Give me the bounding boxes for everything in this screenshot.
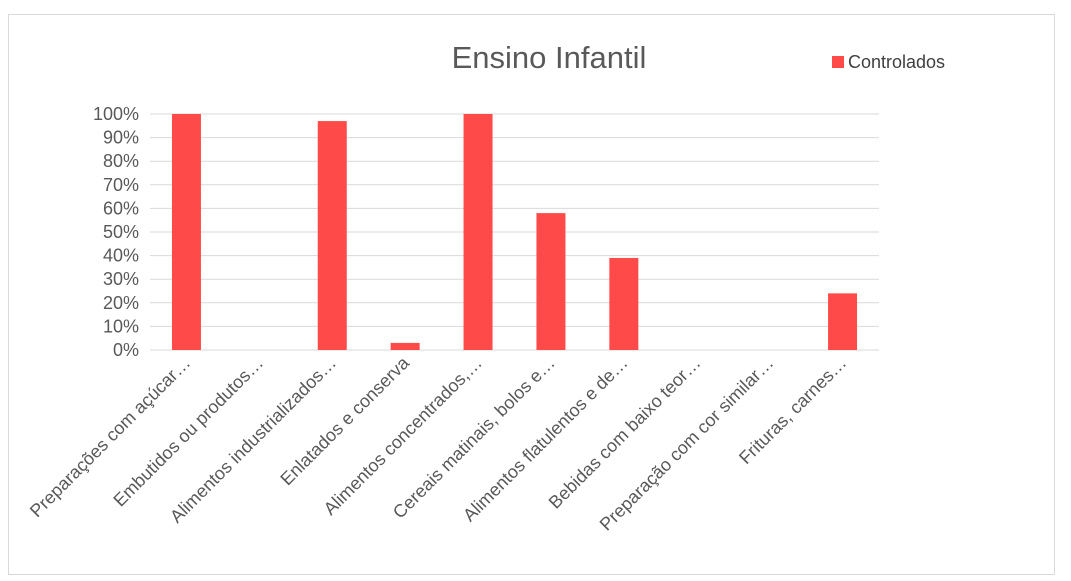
y-tick-label: 10% xyxy=(103,316,139,336)
y-tick-label: 30% xyxy=(103,269,139,289)
y-tick-label: 70% xyxy=(103,175,139,195)
y-axis-ticks: 0% 10% 20% 30% 40% 50% 60% 70% 80% 90% 100% xyxy=(93,104,139,360)
y-tick-label: 60% xyxy=(103,198,139,218)
chart-title: Ensino Infantil xyxy=(452,40,647,75)
bar xyxy=(317,121,347,350)
y-tick-label: 20% xyxy=(103,293,139,313)
legend-label: Controlados xyxy=(848,52,945,72)
x-category-label: Embutidos ou produtos… xyxy=(109,353,267,511)
y-tick-label: 0% xyxy=(113,340,139,360)
bars xyxy=(171,114,858,350)
y-tick-label: 40% xyxy=(103,246,139,266)
gridlines xyxy=(150,113,879,351)
x-category-label: Bebidas com baixo teor… xyxy=(545,353,705,513)
x-axis-labels: Preparações com açúcar…Embutidos ou prod… xyxy=(26,352,850,534)
x-category-label: Enlatados e conserva xyxy=(276,352,413,489)
legend: Controlados xyxy=(832,52,945,72)
y-tick-label: 90% xyxy=(103,128,139,148)
bar xyxy=(609,257,639,350)
y-tick-label: 100% xyxy=(93,104,139,124)
y-tick-label: 50% xyxy=(103,222,139,242)
bar xyxy=(828,293,858,350)
bar xyxy=(390,342,420,350)
bar xyxy=(171,114,201,350)
bar xyxy=(536,213,566,350)
legend-swatch xyxy=(832,56,844,68)
y-tick-label: 80% xyxy=(103,151,139,171)
bar xyxy=(463,114,493,350)
